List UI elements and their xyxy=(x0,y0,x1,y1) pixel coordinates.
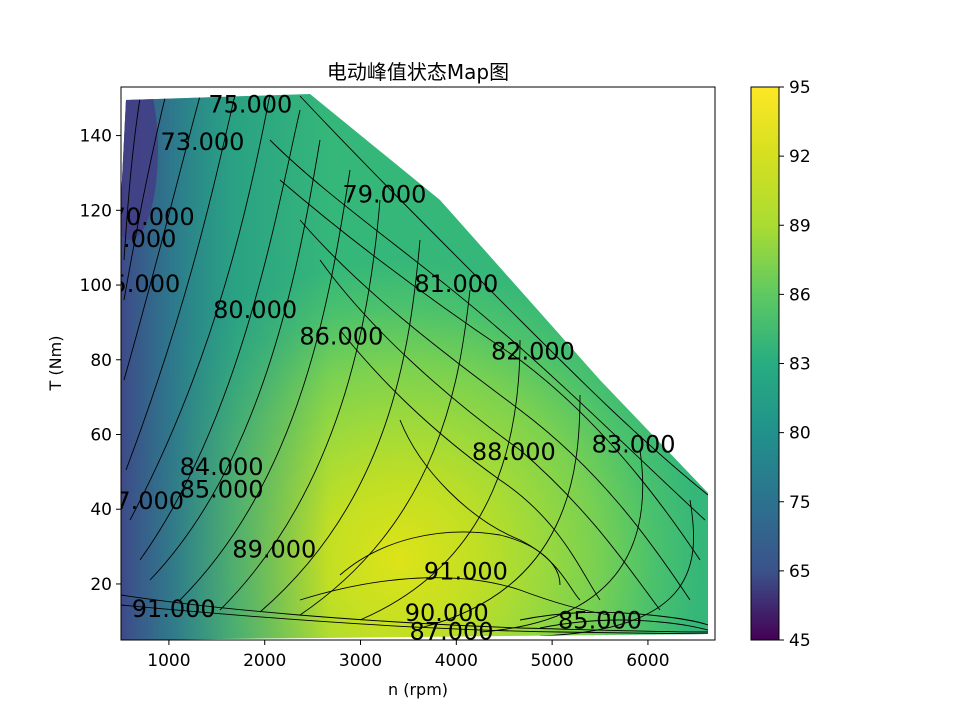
y-axis-label: T (Nm) xyxy=(46,336,65,392)
x-axis-label: n (rpm) xyxy=(388,680,448,699)
contour-line xyxy=(123,95,201,381)
contour-line xyxy=(359,339,521,621)
contour-line xyxy=(339,329,601,601)
contour-line xyxy=(269,139,706,521)
contour-fill-left-band xyxy=(121,94,331,640)
x-tick-label: 4000 xyxy=(435,651,478,671)
contour-label: 85.000 xyxy=(558,606,642,634)
contour-line xyxy=(299,577,611,616)
colorbar-tick-label: 95 xyxy=(789,78,811,98)
contour-line xyxy=(479,449,644,633)
contour-line xyxy=(179,169,351,601)
colorbar-tick-label: 80 xyxy=(789,424,811,444)
contour-label: 83.000 xyxy=(592,431,676,459)
contour-label: 73.000 xyxy=(160,128,244,156)
contour-label: 90.000 xyxy=(405,599,489,627)
colorbar-tick-label: 65 xyxy=(789,562,811,582)
contour-line xyxy=(519,611,708,626)
colorbar-tick-label: 89 xyxy=(789,216,811,236)
contour-line xyxy=(299,289,471,616)
contour-label: 77.000 xyxy=(100,487,184,515)
contour-line xyxy=(123,97,166,301)
contour-label: 91.000 xyxy=(132,595,216,623)
contour-label: 89.000 xyxy=(232,535,316,563)
colorbar-ticks: 45 65 75 80 83 86 89 92 95 xyxy=(779,78,811,651)
colorbar-tick-label: 86 xyxy=(789,285,811,305)
y-tick-label: 140 xyxy=(80,127,112,147)
contour-line xyxy=(299,95,708,496)
colorbar-gradient xyxy=(751,87,779,640)
contour-label: 80.000 xyxy=(213,296,297,324)
x-tick-label: 2000 xyxy=(243,651,286,671)
plot-area: 60.000 65.000 70.000 73.000 75.000 77.000 79.0… xyxy=(92,91,708,646)
contour-label: 86.000 xyxy=(299,322,383,350)
y-tick-label: 80 xyxy=(90,351,112,371)
x-tick-label: 3000 xyxy=(339,651,382,671)
contour-label: 70.000 xyxy=(111,203,195,231)
contour-line xyxy=(139,109,301,561)
contour-line xyxy=(399,419,581,601)
contour-labels: 60.000 65.000 70.000 73.000 75.000 77.000 79.0… xyxy=(92,91,676,646)
colorbar-tick-label: 92 xyxy=(789,147,811,167)
contour-label: 81.000 xyxy=(414,270,498,298)
contour-line xyxy=(121,604,708,635)
contour-line xyxy=(339,531,561,586)
x-tick-label: 6000 xyxy=(626,651,669,671)
y-tick-label: 20 xyxy=(90,575,112,595)
contour-line xyxy=(419,394,581,629)
contour-line xyxy=(121,594,708,633)
x-tick-label: 5000 xyxy=(530,651,573,671)
contour-label: 85.000 xyxy=(180,476,264,504)
y-tick-label: 60 xyxy=(90,425,112,445)
contour-line xyxy=(149,139,321,581)
contour-line xyxy=(219,199,381,611)
y-tick-label: 40 xyxy=(90,500,112,520)
contour-line xyxy=(319,259,661,611)
y-axis: 20 40 60 80 100 120 140 xyxy=(80,127,121,595)
contour-line xyxy=(279,179,701,561)
contour-line xyxy=(299,219,691,601)
plot-frame xyxy=(120,86,716,641)
contour-label: 79.000 xyxy=(342,180,426,208)
x-axis: 1000 2000 3000 4000 5000 6000 xyxy=(147,640,670,671)
contour-line xyxy=(123,97,141,261)
chart-title: 电动峰值状态Map图 xyxy=(327,60,509,84)
contour-line xyxy=(129,94,271,521)
contour-label: 87.000 xyxy=(410,618,494,646)
contour-label: 88.000 xyxy=(472,438,556,466)
contour-label: 84.000 xyxy=(180,453,264,481)
colorbar: 45 65 75 80 83 86 89 92 95 xyxy=(750,78,811,651)
contour-line xyxy=(539,499,694,637)
contour-line xyxy=(539,619,708,631)
colorbar-tick-label: 75 xyxy=(789,493,811,513)
contour-label: 75.000 xyxy=(208,91,292,119)
contour-label: 82.000 xyxy=(491,337,575,365)
colorbar-tick-label: 45 xyxy=(789,631,811,651)
y-tick-label: 100 xyxy=(80,276,112,296)
contour-label: 60.000 xyxy=(92,225,176,253)
y-tick-label: 120 xyxy=(80,201,112,221)
contour-lines xyxy=(121,94,708,637)
contour-line xyxy=(125,94,236,471)
contour-label: 65.000 xyxy=(96,270,180,298)
colorbar-tick-label: 83 xyxy=(789,355,811,375)
x-tick-label: 1000 xyxy=(147,651,190,671)
contour-label: 91.000 xyxy=(424,558,508,586)
